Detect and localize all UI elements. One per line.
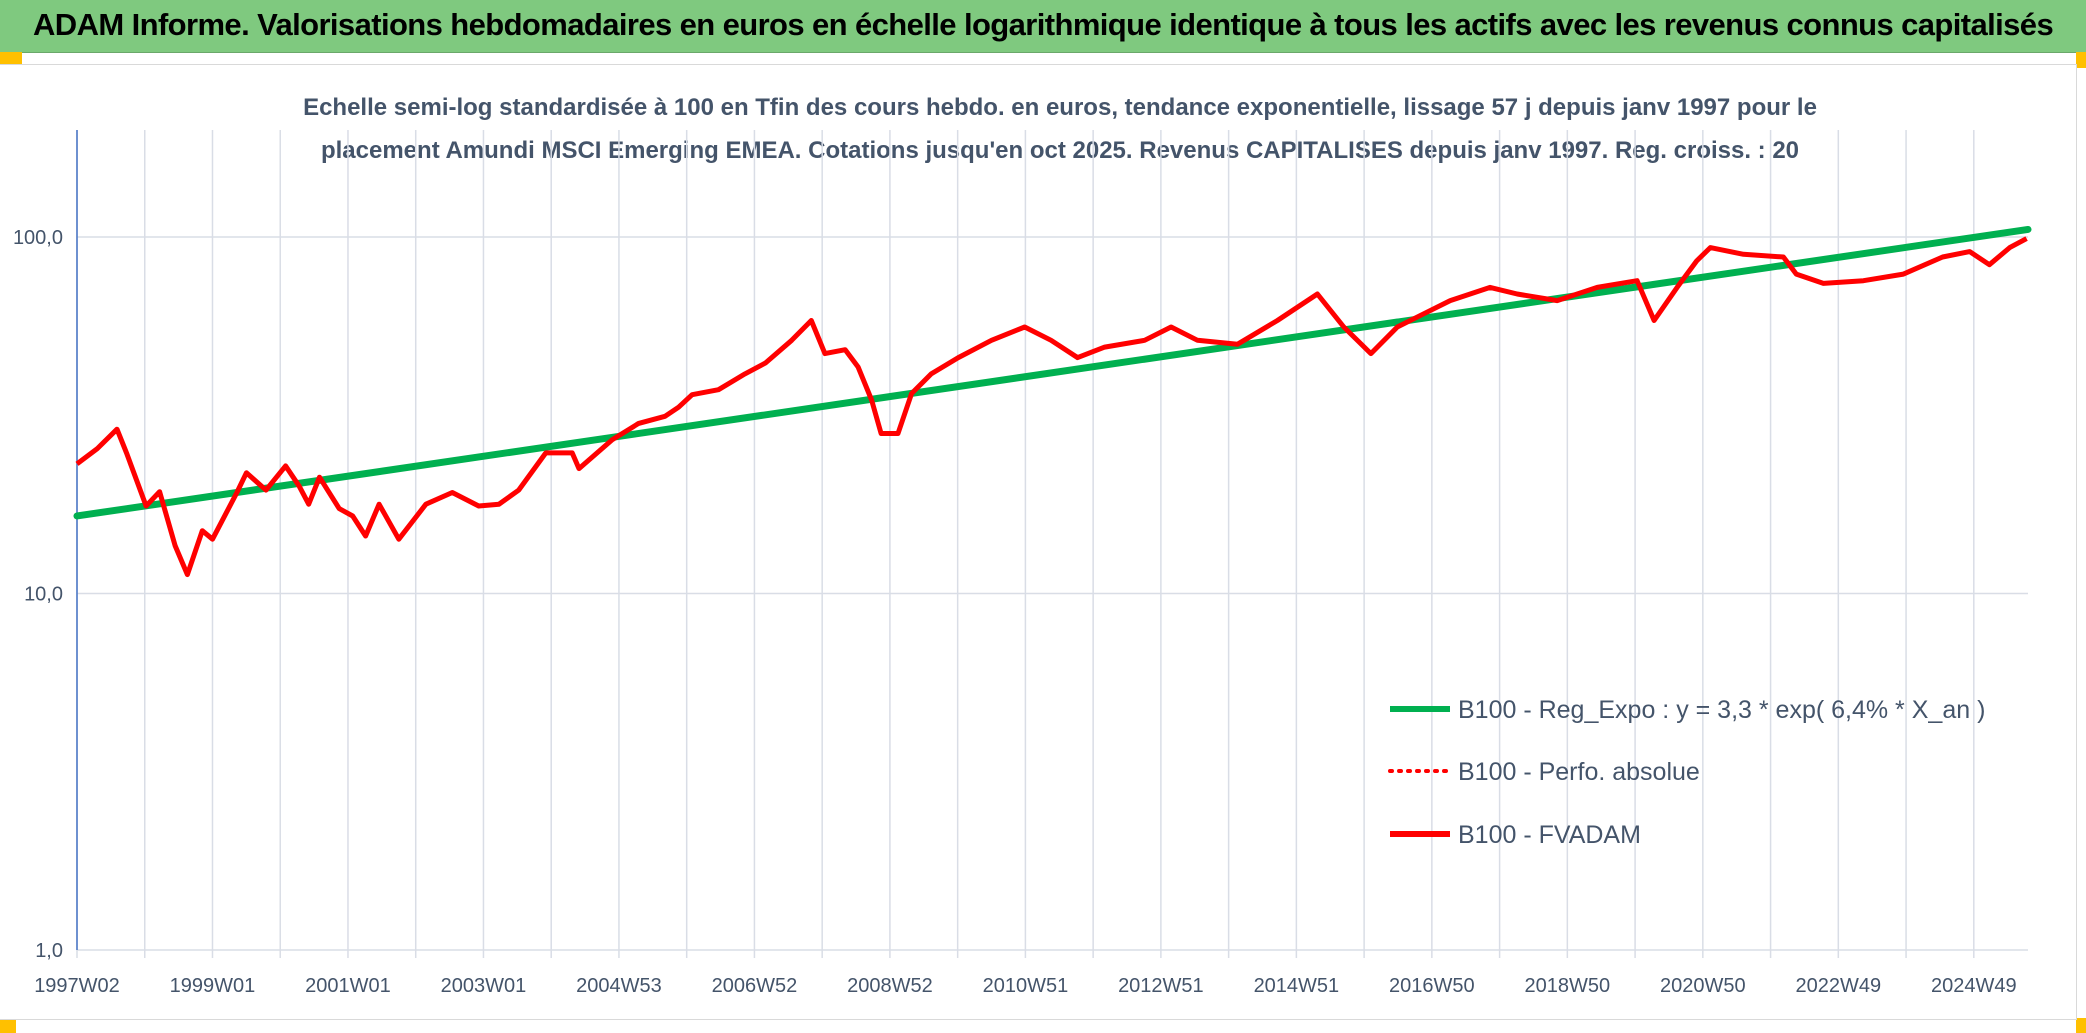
legend-label: B100 - Perfo. absolue [1458,758,1700,786]
y-tick-label: 1,0 [35,940,63,962]
x-tick-label: 1999W01 [170,975,256,997]
chart-title-line-2: placement Amundi MSCI Emerging EMEA. Cot… [321,137,1799,164]
x-tick-label: 1997W02 [34,975,120,997]
report-title: ADAM Informe. Valorisations hebdomadaire… [33,7,2054,42]
x-tick-label: 2014W51 [1254,975,1340,997]
corner-marker [0,52,22,64]
legend-label: B100 - FVADAM [1458,821,1641,849]
y-tick-label: 100,0 [13,227,63,249]
x-tick-label: 2003W01 [441,975,527,997]
x-tick-label: 2022W49 [1796,975,1882,997]
chart-title-line-1: Echelle semi-log standardisée à 100 en T… [303,94,1817,121]
corner-marker [2076,1018,2086,1033]
y-tick-label: 10,0 [24,584,63,606]
report-header: ADAM Informe. Valorisations hebdomadaire… [0,0,2086,53]
trend-line [73,225,2032,520]
x-tick-label: 2010W51 [983,975,1069,997]
x-tick-label: 2008W52 [847,975,933,997]
legend-label: B100 - Reg_Expo : y = 3,3 * exp( 6,4% * … [1458,696,1985,724]
fvadam-line [75,236,2028,578]
x-tick-label: 2012W51 [1118,975,1204,997]
x-tick-label: 2024W49 [1931,975,2017,997]
x-tick-label: 2016W50 [1389,975,1475,997]
x-tick-label: 2020W50 [1660,975,1746,997]
x-tick-label: 2004W53 [576,975,662,997]
x-tick-label: 2018W50 [1525,975,1611,997]
corner-marker [2076,52,2086,68]
x-tick-label: 2001W01 [305,975,391,997]
chart-area [0,64,2077,1020]
corner-marker [0,1018,16,1033]
x-tick-label: 2006W52 [712,975,798,997]
